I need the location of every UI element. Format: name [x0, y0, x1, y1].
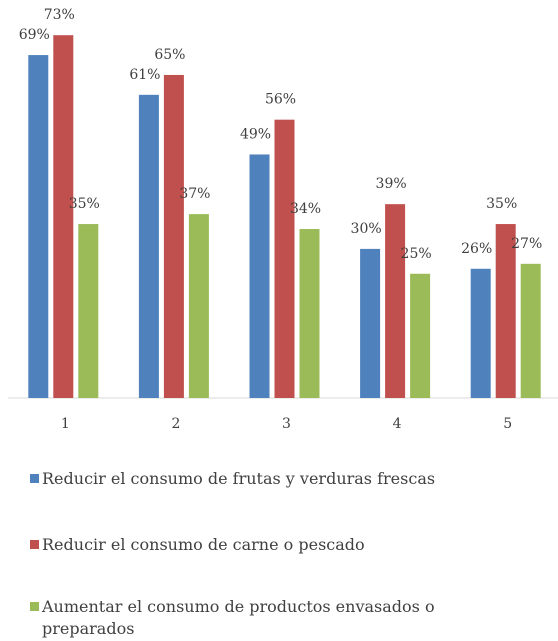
legend-label: Reducir el consumo de carne o pescado	[42, 535, 365, 554]
x-tick-label: 1	[61, 416, 70, 432]
bar	[470, 268, 491, 398]
x-tick-label: 4	[393, 416, 402, 432]
bar	[188, 214, 209, 398]
bar	[360, 248, 381, 398]
bar	[495, 224, 516, 398]
bar	[249, 154, 270, 398]
legend-label: Reducir el consumo de frutas y verduras …	[42, 469, 436, 488]
bar	[78, 224, 99, 398]
bar	[28, 55, 49, 398]
data-label: 26%	[461, 241, 492, 257]
bar	[520, 263, 541, 398]
bar	[138, 94, 159, 398]
legend-swatch	[30, 474, 39, 483]
data-label: 65%	[154, 47, 185, 63]
legend-swatch	[30, 602, 39, 611]
data-label: 30%	[351, 221, 382, 237]
chart: 1 69% 73% 35% 2 61% 65% 37% 3 49% 56% 34% 4 30% 39% 25%…	[8, 7, 558, 432]
bar	[385, 204, 406, 398]
x-tick-label: 5	[503, 416, 512, 432]
bar	[53, 35, 74, 398]
bar	[274, 119, 295, 399]
legend-item: Reducir el consumo de frutas y verduras …	[30, 468, 530, 490]
data-label: 27%	[511, 236, 542, 252]
data-label: 49%	[240, 126, 271, 142]
data-label: 56%	[265, 92, 296, 108]
data-label: 35%	[486, 196, 517, 212]
bar	[163, 74, 184, 398]
data-label: 37%	[179, 186, 210, 202]
data-label: 39%	[376, 176, 407, 192]
data-label: 69%	[19, 27, 50, 43]
data-label: 25%	[401, 246, 432, 262]
bar	[410, 273, 431, 398]
legend-item: Aumentar el consumo de productos envasad…	[30, 596, 530, 640]
data-label: 34%	[290, 201, 321, 217]
x-tick-label: 3	[282, 416, 291, 432]
x-tick-label: 2	[171, 416, 180, 432]
legend-label: Aumentar el consumo de productos envasad…	[42, 597, 435, 638]
data-label: 73%	[44, 7, 75, 23]
data-label: 61%	[129, 67, 160, 83]
legend-item: Reducir el consumo de carne o pescado	[30, 534, 530, 556]
legend-swatch	[30, 540, 39, 549]
bar	[299, 229, 320, 398]
data-label: 35%	[69, 196, 100, 212]
